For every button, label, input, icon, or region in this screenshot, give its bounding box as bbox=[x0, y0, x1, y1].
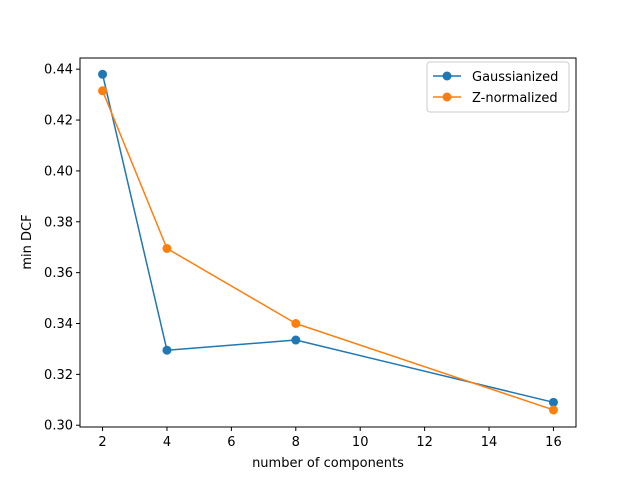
legend-marker-z-normalized bbox=[442, 92, 452, 102]
x-tick-label: 12 bbox=[416, 435, 433, 450]
y-axis-label: min DCF bbox=[20, 214, 35, 269]
y-tick-label: 0.40 bbox=[44, 164, 73, 179]
data-point-z-normalized bbox=[162, 243, 172, 253]
x-tick-label: 4 bbox=[163, 435, 171, 450]
x-tick-label: 16 bbox=[545, 435, 562, 450]
y-tick-label: 0.32 bbox=[44, 368, 73, 383]
y-tick-label: 0.36 bbox=[44, 266, 73, 281]
y-tick-label: 0.42 bbox=[44, 114, 73, 129]
y-tick-label: 0.30 bbox=[44, 419, 73, 434]
x-tick-label: 8 bbox=[292, 435, 300, 450]
x-tick-label: 2 bbox=[98, 435, 106, 450]
series-line-gaussianized bbox=[101, 74, 554, 404]
data-point-gaussianized bbox=[548, 397, 558, 407]
data-point-gaussianized bbox=[291, 335, 301, 345]
x-tick-label: 6 bbox=[227, 435, 235, 450]
legend-marker-gaussianized bbox=[442, 71, 452, 81]
x-tick-label: 10 bbox=[352, 435, 369, 450]
x-tick-label: 14 bbox=[481, 435, 498, 450]
legend-label-gaussianized: Gaussianized bbox=[472, 70, 558, 85]
tick-layer: 2 4 6 8 10 12 14 16 0.30 0.32 0.34 0.36 0.38 0.40 0.42… bbox=[44, 63, 562, 450]
y-tick-label: 0.44 bbox=[44, 63, 73, 78]
data-point-gaussianized bbox=[98, 69, 108, 79]
plot-frame bbox=[79, 57, 577, 428]
x-axis-label: number of components bbox=[252, 456, 404, 471]
data-point-z-normalized bbox=[98, 86, 108, 96]
series-line-z-normalized bbox=[101, 90, 554, 411]
legend-box bbox=[426, 61, 570, 113]
legend: Gaussianized Z-normalized bbox=[426, 61, 570, 113]
data-point-z-normalized bbox=[548, 405, 558, 415]
y-tick-label: 0.38 bbox=[44, 215, 73, 230]
data-point-z-normalized bbox=[291, 318, 301, 328]
legend-label-z-normalized: Z-normalized bbox=[472, 91, 558, 106]
data-point-gaussianized bbox=[162, 345, 172, 355]
series-layer bbox=[98, 69, 558, 415]
y-tick-label: 0.34 bbox=[44, 317, 73, 332]
